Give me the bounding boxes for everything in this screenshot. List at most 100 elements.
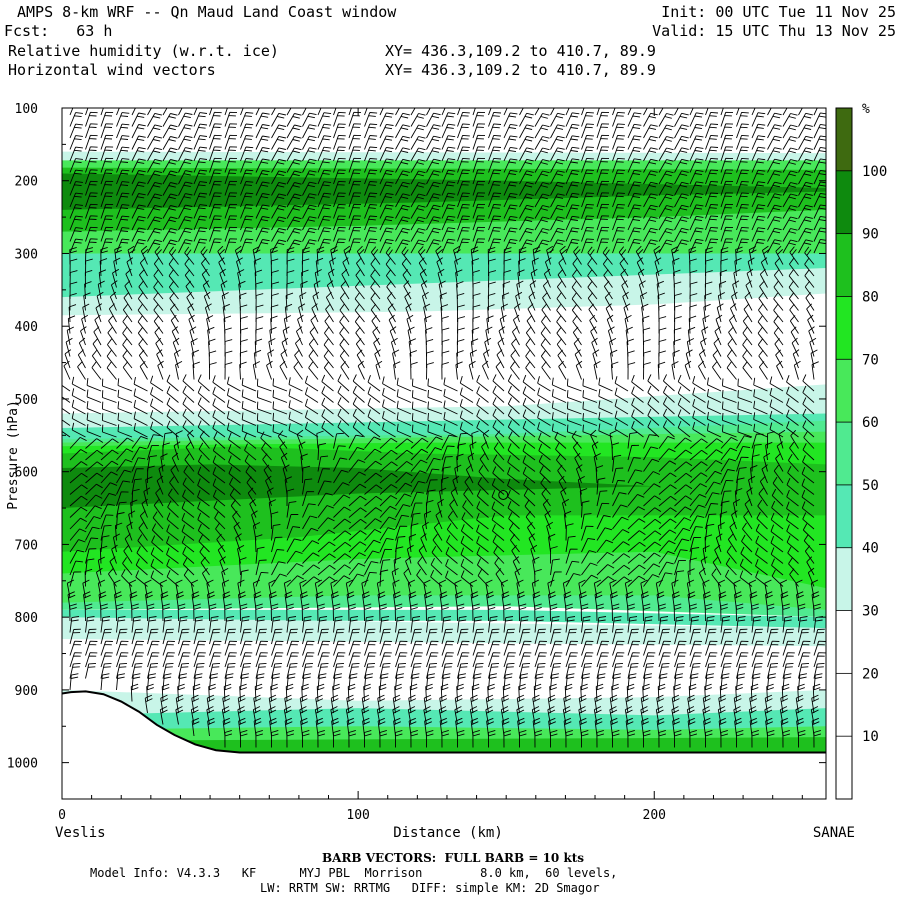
wind-barb-667 [243, 432, 257, 449]
wind-barb-1190 [395, 652, 408, 668]
wind-barb-1113 [367, 409, 381, 426]
wind-barb-2636 [786, 535, 799, 553]
wind-barb-2205 [673, 729, 682, 748]
wind-barb-420 [193, 146, 208, 162]
wind-barb-751 [286, 113, 302, 127]
wind-barb-2390 [732, 280, 740, 300]
wind-barb-30 [69, 449, 88, 461]
wind-barb-966 [333, 652, 346, 668]
wind-barb-2267 [705, 157, 719, 173]
wind-barb-1850 [581, 513, 592, 530]
wind-barb-2477 [751, 640, 764, 656]
wind-barb-1994 [627, 238, 642, 254]
wind-barb-216 [127, 245, 136, 265]
wind-barb-1948 [610, 349, 618, 369]
wind-barb-1000 [337, 397, 350, 415]
wind-barb-1621 [507, 455, 520, 472]
wind-barb-817 [302, 227, 317, 242]
wind-barb-51 [85, 108, 89, 116]
wind-barb-1466 [472, 603, 480, 622]
wind-barb-2706 [811, 694, 820, 714]
wind-barb-2664 [813, 215, 826, 231]
wind-barb-2284 [698, 349, 706, 369]
wind-barb-2230 [677, 374, 691, 392]
wind-barb-843 [302, 527, 319, 541]
wind-barb-141 [97, 556, 105, 576]
wind-barb-595 [234, 245, 243, 265]
wind-barb-2587 [782, 616, 793, 633]
wind-barb-140 [99, 545, 108, 564]
wind-barb-1432 [472, 215, 486, 231]
wind-barb-2269 [705, 180, 719, 196]
wind-barb-2071 [643, 483, 661, 495]
wind-barb-102 [100, 111, 114, 127]
wind-barb-2445 [746, 268, 754, 288]
wind-barb-1090 [379, 146, 394, 162]
wind-barb-508 [197, 523, 210, 541]
wind-barb-2604 [798, 170, 813, 185]
wind-barb-272 [137, 292, 148, 311]
wind-barb-2096 [658, 124, 674, 139]
wind-barb-252 [131, 662, 143, 679]
wind-barb-35 [69, 506, 88, 518]
wind-barb-55 [85, 146, 98, 162]
wind-barb-458 [190, 579, 199, 599]
wind-barb-666 [241, 423, 257, 438]
wind-barb-1289 [425, 499, 434, 518]
wind-barb-400 [166, 536, 179, 553]
wind-barb-571 [224, 616, 235, 633]
wind-barb-633 [239, 683, 247, 702]
wind-barb-1219 [408, 338, 416, 357]
wind-barb-484 [200, 246, 210, 265]
wind-barb-1245 [410, 640, 423, 656]
wind-barb-1453 [467, 452, 475, 472]
wind-barb-2631 [786, 478, 799, 495]
wind-barb-1596 [519, 170, 534, 185]
wind-barb-543 [221, 292, 229, 311]
wind-barb-1305 [425, 683, 433, 702]
wind-barb-2031 [627, 662, 639, 679]
wind-barb-38 [69, 539, 86, 553]
wind-barb-1659 [532, 246, 541, 265]
wind-barb-1417 [456, 683, 464, 702]
wind-barb-609 [226, 411, 241, 426]
wind-barb-2238 [689, 472, 708, 484]
wind-barb-228 [117, 389, 133, 403]
wind-barb-1045 [355, 269, 365, 288]
wind-barb-1542 [503, 192, 518, 208]
wind-barb-1058 [352, 420, 365, 438]
wind-barb-2290 [692, 421, 706, 438]
wind-barb-2583 [771, 569, 784, 587]
wind-barb-858 [299, 694, 308, 714]
wind-barb-418 [193, 123, 208, 139]
wind-barb-1719 [542, 292, 551, 311]
wind-barb-1691 [534, 616, 545, 633]
wind-barb-886 [304, 375, 319, 392]
wind-barb-2547 [782, 159, 798, 173]
wind-barb-715 [268, 338, 276, 357]
wind-barb-1134 [379, 652, 392, 668]
wind-barb-867 [317, 158, 332, 173]
wind-barb-784 [286, 488, 295, 507]
wind-barb-1639 [519, 662, 531, 679]
wind-barb-2524 [755, 535, 768, 553]
wind-barb-2678 [802, 374, 815, 392]
wind-barb-1680 [523, 488, 536, 507]
wind-barb-180 [101, 424, 117, 438]
wind-barb-1179 [395, 525, 408, 541]
wind-barb-2173 [671, 361, 679, 380]
wind-barb-2338 [714, 326, 722, 346]
wind-barb-2185 [674, 506, 692, 518]
wind-barb-572 [224, 628, 236, 645]
wind-barb-2104 [658, 216, 674, 231]
wind-barb-1325 [437, 268, 445, 288]
wind-barb-2704 [813, 673, 823, 691]
wind-barb-2362 [720, 603, 728, 622]
wind-barb-389 [166, 409, 179, 426]
wind-barb-345 [151, 523, 164, 541]
wind-barb-2489 [767, 135, 782, 150]
wind-barb-874 [317, 238, 332, 254]
wind-barb-845 [302, 552, 320, 564]
wind-barb-2271 [705, 203, 719, 219]
wind-barb-1854 [581, 562, 598, 576]
